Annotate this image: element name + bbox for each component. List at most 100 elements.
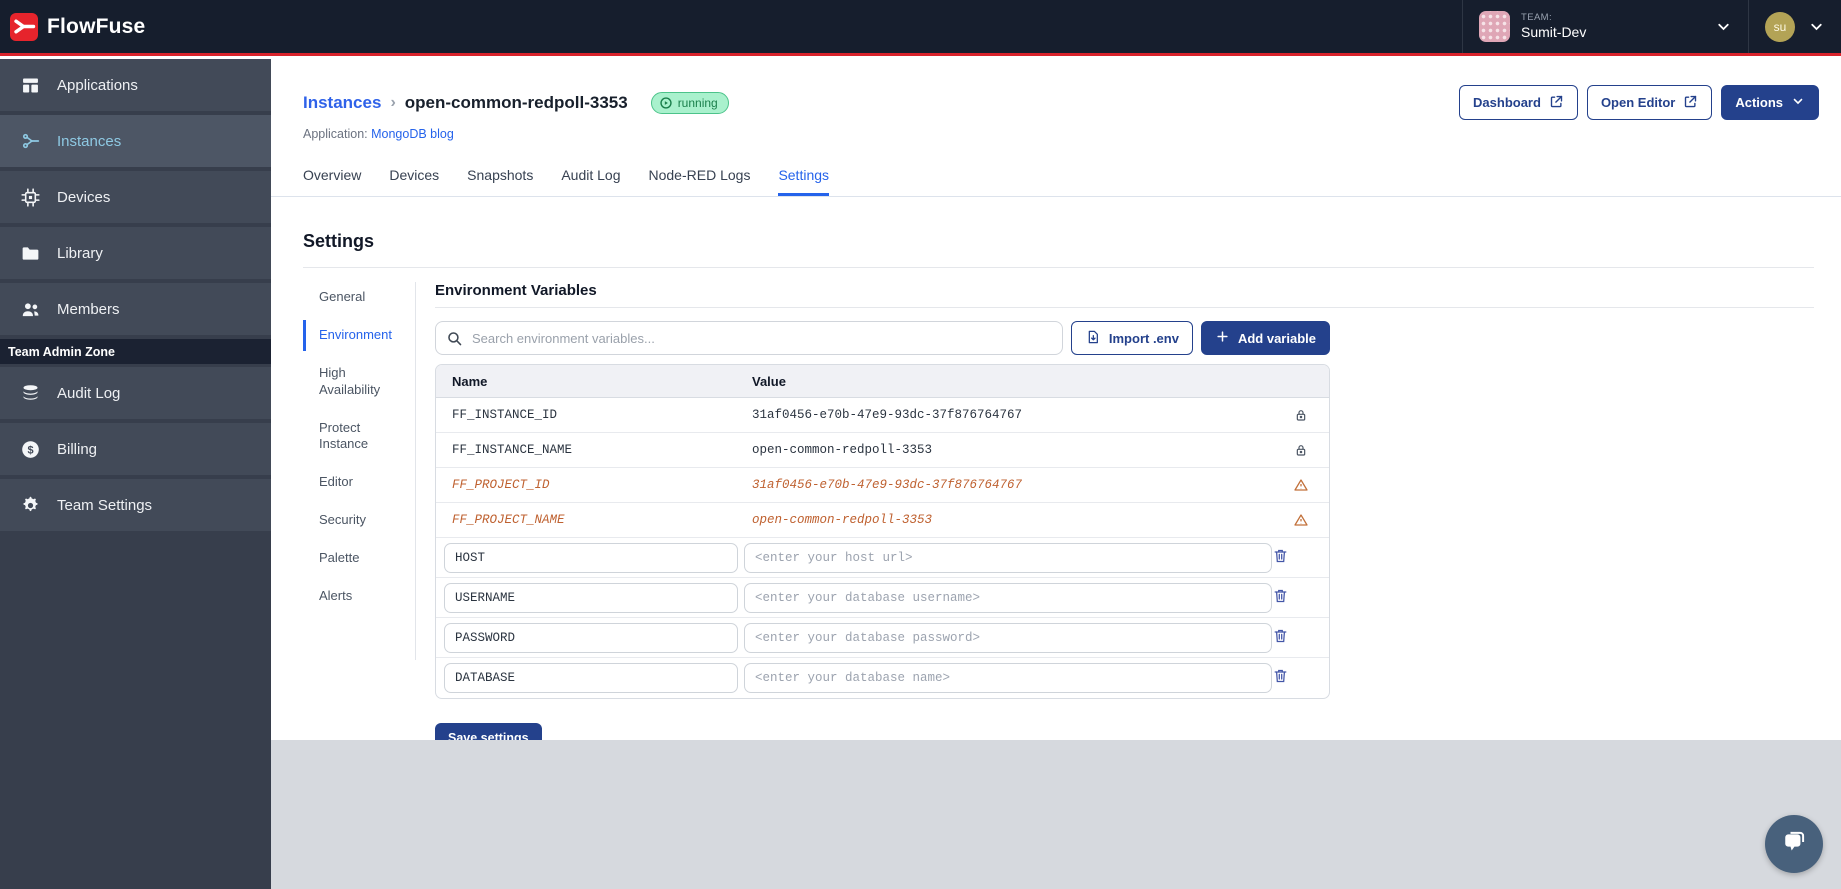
search-input[interactable] [472, 330, 1052, 346]
sidebar-item-label: Members [57, 300, 120, 318]
search-box [435, 321, 1063, 355]
application-line: Application: MongoDB blog [271, 120, 1841, 141]
env-name-input[interactable] [444, 663, 738, 693]
env-var-value: 31af0456-e70b-47e9-93dc-37f876764767 [752, 408, 1023, 422]
subnav-protect-instance[interactable]: Protect Instance [319, 419, 369, 452]
import-env-button[interactable]: Import .env [1070, 321, 1193, 355]
env-variables-table: Name Value FF_INSTANCE_ID 31af0456-e70b-… [435, 364, 1330, 699]
applications-icon [20, 74, 42, 96]
sidebar-item-label: Team Settings [57, 496, 153, 514]
svg-text:$: $ [27, 444, 33, 456]
breadcrumb-instances-link[interactable]: Instances [303, 92, 382, 112]
sidebar-item-applications[interactable]: Applications [0, 59, 271, 111]
env-var-value: open-common-redpoll-3353 [752, 513, 933, 527]
settings-subnav: General Environment High Availability Pr… [303, 282, 407, 753]
subnav-environment[interactable]: Environment [303, 319, 407, 351]
env-value-input[interactable] [744, 622, 1272, 653]
lock-icon [1272, 442, 1329, 458]
chat-widget-button[interactable] [1765, 815, 1823, 873]
tab-overview[interactable]: Overview [303, 167, 362, 183]
subnav-palette[interactable]: Palette [319, 550, 360, 566]
lock-icon [1272, 407, 1329, 423]
application-label: Application: [303, 127, 368, 141]
gear-icon [20, 494, 42, 516]
chat-bubble-icon [1780, 828, 1808, 861]
subnav-divider [415, 282, 416, 660]
sidebar-item-library[interactable]: Library [0, 227, 271, 279]
subnav-editor[interactable]: Editor [319, 474, 353, 490]
external-link-icon [1549, 94, 1564, 112]
tab-settings[interactable]: Settings [778, 167, 830, 196]
subnav-general[interactable]: General [319, 289, 366, 304]
user-menu[interactable]: su [1749, 0, 1841, 53]
sidebar-item-billing[interactable]: $ Billing [0, 423, 271, 475]
dashboard-button[interactable]: Dashboard [1459, 85, 1578, 120]
tab-audit-log[interactable]: Audit Log [561, 167, 621, 183]
env-var-value: 31af0456-e70b-47e9-93dc-37f876764767 [752, 478, 1023, 492]
main-content: Instances › open-common-redpoll-3353 run… [271, 59, 1841, 889]
env-var-name: FF_PROJECT_ID [452, 478, 550, 492]
sidebar-item-members[interactable]: Members [0, 283, 271, 335]
brand-name: FlowFuse [47, 14, 146, 38]
tab-snapshots[interactable]: Snapshots [467, 167, 534, 183]
actions-button-label: Actions [1735, 95, 1783, 110]
table-row-editable [436, 538, 1329, 578]
open-editor-button[interactable]: Open Editor [1586, 85, 1713, 120]
actions-button[interactable]: Actions [1721, 85, 1819, 120]
topbar-divider [1462, 0, 1463, 53]
env-name-input[interactable] [444, 542, 738, 573]
sidebar-item-team-settings[interactable]: Team Settings [0, 479, 271, 531]
sidebar-item-label: Library [57, 244, 103, 262]
document-download-icon [1085, 329, 1101, 348]
add-variable-button[interactable]: Add variable [1200, 321, 1330, 355]
dashboard-button-label: Dashboard [1473, 95, 1541, 110]
database-icon [20, 382, 42, 404]
chevron-down-icon [1791, 94, 1805, 111]
plus-icon [1215, 329, 1230, 347]
subnav-alerts[interactable]: Alerts [319, 588, 353, 604]
table-row: FF_INSTANCE_ID 31af0456-e70b-47e9-93dc-3… [436, 398, 1329, 433]
flowfuse-logo-icon [10, 12, 38, 41]
user-avatar: su [1765, 11, 1795, 42]
env-value-input[interactable] [744, 663, 1272, 693]
status-badge-label: running [677, 95, 718, 110]
trash-icon[interactable] [1272, 587, 1329, 609]
page-footer-area [271, 740, 1841, 889]
trash-icon[interactable] [1272, 667, 1329, 689]
team-admin-zone-header: Team Admin Zone [0, 339, 271, 364]
team-selector[interactable]: TEAM: Sumit-Dev [1463, 0, 1748, 53]
sidebar-item-label: Instances [57, 132, 122, 150]
instance-name: open-common-redpoll-3353 [404, 92, 628, 112]
env-var-name: FF_INSTANCE_ID [452, 408, 558, 422]
instance-tabs: Overview Devices Snapshots Audit Log Nod… [271, 167, 1841, 197]
subnav-security[interactable]: Security [319, 512, 366, 528]
users-icon [20, 298, 42, 320]
chevron-down-icon [1715, 18, 1732, 35]
section-divider [435, 307, 1814, 308]
sidebar-item-audit-log[interactable]: Audit Log [0, 367, 271, 419]
subnav-high-availability[interactable]: High Availability [319, 364, 381, 397]
warning-icon [1272, 477, 1329, 493]
column-header-name: Name [452, 373, 488, 389]
instances-icon [20, 130, 42, 152]
team-name: Sumit-Dev [1521, 23, 1587, 40]
tab-devices[interactable]: Devices [389, 167, 440, 183]
trash-icon[interactable] [1272, 627, 1329, 649]
team-avatar [1479, 11, 1510, 42]
chip-icon [20, 186, 42, 208]
env-value-input[interactable] [744, 582, 1272, 613]
table-row-editable [436, 658, 1329, 698]
env-name-input[interactable] [444, 582, 738, 613]
env-value-input[interactable] [744, 542, 1272, 573]
application-link[interactable]: MongoDB blog [371, 127, 454, 141]
sidebar-item-instances[interactable]: Instances [0, 115, 271, 167]
sidebar-item-devices[interactable]: Devices [0, 171, 271, 223]
table-header: Name Value [436, 365, 1329, 398]
team-label: TEAM: [1521, 11, 1553, 23]
env-name-input[interactable] [444, 622, 738, 653]
env-var-name: FF_INSTANCE_NAME [452, 443, 573, 457]
chevron-down-icon [1808, 18, 1825, 35]
warning-icon [1272, 512, 1329, 528]
trash-icon[interactable] [1272, 547, 1329, 569]
tab-node-red-logs[interactable]: Node-RED Logs [648, 167, 751, 183]
